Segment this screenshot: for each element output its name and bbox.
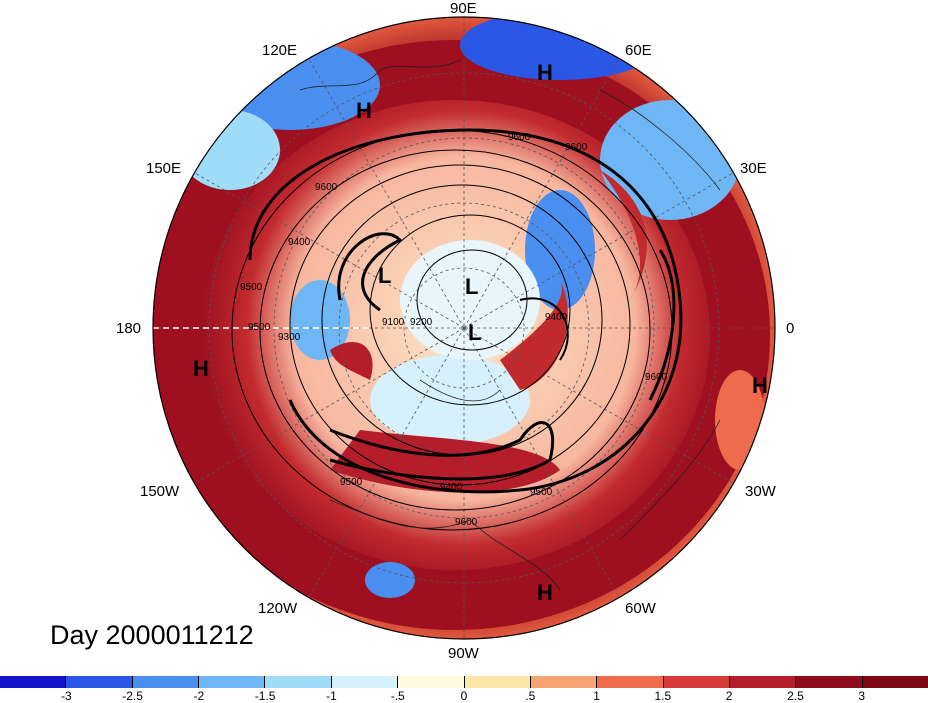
lon-label-60w: 60W [625, 600, 656, 617]
colorbar-swatch [796, 676, 863, 688]
colorbar-swatch [530, 676, 598, 688]
lon-label-90e: 90E [450, 0, 477, 17]
svg-text:9600: 9600 [508, 132, 531, 143]
svg-text:9600: 9600 [645, 372, 668, 383]
colorbar-swatch [132, 676, 200, 688]
colorbar-swatch [862, 676, 928, 688]
svg-text:9600: 9600 [565, 142, 588, 153]
colorbar-tick-label: .5 [525, 689, 536, 703]
colorbar-swatch [199, 676, 266, 688]
lon-label-150e: 150E [146, 160, 182, 177]
svg-text:9500: 9500 [240, 282, 263, 293]
colorbar-tick-label: 3 [858, 689, 866, 703]
contour-labels: 9600 9600 9600 9400 9500 9500 9300 9400 … [240, 132, 668, 528]
colorbar-tick-label: -.5 [390, 689, 405, 703]
low-pressure-marker: L [378, 263, 392, 288]
lon-label-30w: 30W [745, 483, 776, 500]
lon-label-120w: 120W [258, 600, 298, 617]
lon-label-60e: 60E [625, 42, 652, 59]
low-pressure-marker: L [468, 320, 482, 345]
colorbar-tick-label: -2 [193, 689, 205, 703]
high-pressure-marker: H [752, 373, 768, 398]
svg-text:9100: 9100 [382, 317, 405, 328]
colorbar-tick-label: 0 [460, 689, 468, 703]
colorbar-swatch [729, 676, 797, 688]
map-border [152, 16, 776, 640]
colorbar-tick-label: -1 [326, 689, 337, 703]
colorbar [0, 676, 928, 688]
colorbar-swatch [663, 676, 730, 688]
colorbar-swatch [597, 676, 664, 688]
svg-text:9600: 9600 [455, 517, 478, 528]
colorbar-tick-label: 1 [593, 689, 600, 703]
colorbar-tick-label: 2 [725, 689, 733, 703]
svg-text:9400: 9400 [440, 482, 463, 493]
height-contours [231, 128, 683, 531]
colorbar-tick-label: 2.5 [787, 689, 804, 703]
lon-label-30e: 30E [740, 160, 767, 177]
svg-text:9400: 9400 [288, 237, 311, 248]
lon-label-150w: 150W [140, 483, 180, 500]
lon-label-90w: 90W [448, 645, 479, 662]
colorbar-tick-label: -2.5 [122, 689, 143, 703]
svg-text:9500: 9500 [248, 322, 271, 333]
svg-text:9400: 9400 [545, 312, 568, 323]
lon-label-180: 180 [116, 320, 142, 337]
colorbar-swatch [398, 676, 465, 688]
high-pressure-marker: H [537, 580, 553, 605]
lon-label-0: 0 [786, 320, 795, 337]
lon-label-120e: 120E [262, 42, 298, 59]
colorbar-tick-label: -1.5 [254, 689, 276, 703]
high-pressure-marker: H [356, 98, 372, 123]
high-pressure-marker: H [537, 60, 553, 85]
svg-text:9500: 9500 [530, 487, 553, 498]
colorbar-swatch [331, 676, 399, 688]
colorbar-swatch [66, 676, 133, 688]
colorbar-swatch [464, 676, 531, 688]
colorbar-tick-label: 1.5 [654, 689, 672, 703]
shaded-field [153, 17, 775, 639]
coastlines [299, 59, 721, 591]
colorbar-swatch [265, 676, 332, 688]
high-pressure-marker: H [193, 356, 209, 381]
map-title: Day 2000011212 [50, 620, 254, 650]
colorbar-tick-label: -3 [60, 689, 72, 703]
svg-text:9500: 9500 [340, 477, 363, 488]
colorbar-swatch [0, 676, 67, 688]
svg-text:9200: 9200 [410, 317, 433, 328]
svg-text:9600: 9600 [315, 182, 338, 193]
low-pressure-marker: L [465, 274, 479, 299]
svg-text:9300: 9300 [278, 332, 301, 343]
